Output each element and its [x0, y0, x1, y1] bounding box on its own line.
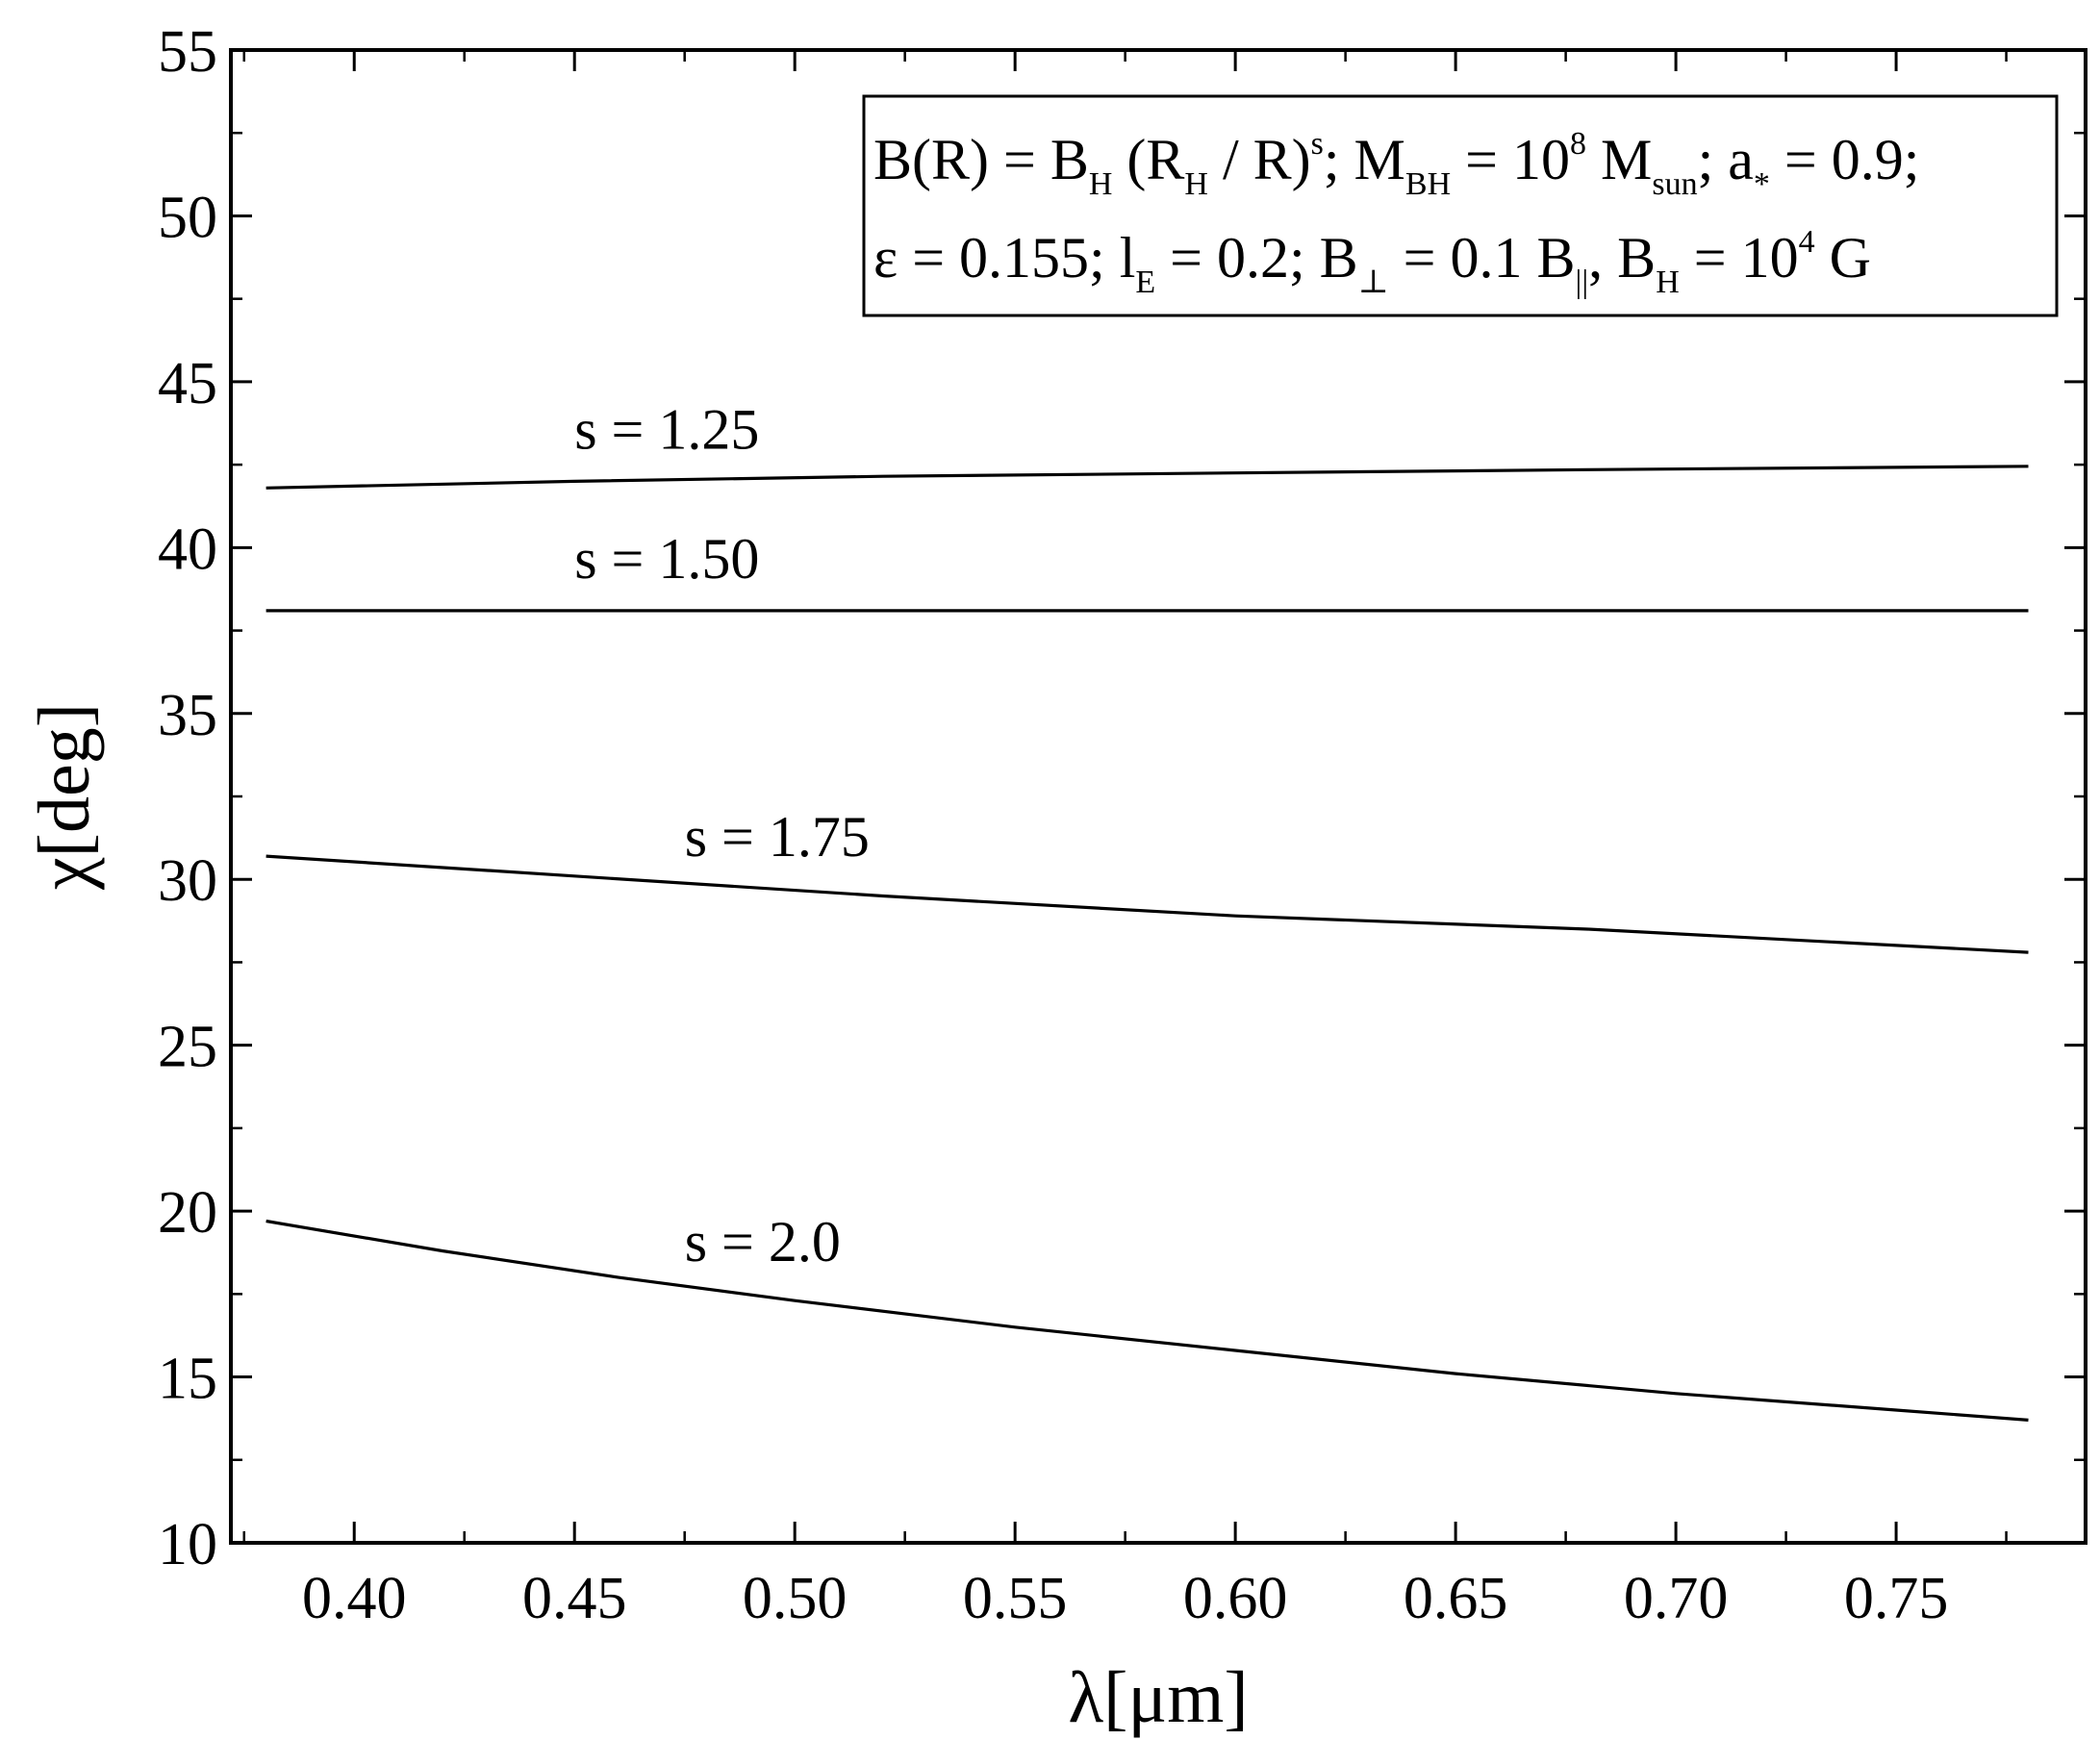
series-labels: s = 1.25 s = 1.50 s = 1.75 s = 2.0 — [574, 397, 870, 1273]
x-tick-label: 0.45 — [522, 1566, 627, 1631]
series-line-1 — [266, 465, 2029, 490]
legend-box: B(R) = BH (RH / R)s; MBH = 108 Msun; a* … — [862, 94, 2059, 317]
series-label-2: s = 1.50 — [574, 527, 759, 591]
x-tick-label: 0.50 — [743, 1566, 848, 1631]
series-lines — [266, 465, 2029, 1422]
y-tick-label: 45 — [158, 351, 217, 416]
y-tick-label: 40 — [158, 517, 217, 582]
tick-labels: 0.40 0.45 0.50 0.55 0.60 0.65 0.70 0.75 10 15 20 25… — [158, 19, 1948, 1631]
y-tick-label: 20 — [158, 1180, 217, 1246]
y-axis-label: χ[deg] — [24, 703, 105, 891]
y-tick-label: 25 — [158, 1015, 217, 1080]
x-tick-label: 0.55 — [963, 1566, 1068, 1631]
series-line-4 — [266, 1219, 2029, 1422]
x-tick-label: 0.40 — [302, 1566, 407, 1631]
legend-line-2: ε = 0.155; lE = 0.2; B⊥ = 0.1 B||, BH = … — [873, 224, 1871, 300]
y-tick-label: 55 — [158, 19, 217, 85]
x-tick-label: 0.75 — [1844, 1566, 1949, 1631]
y-tick-label: 50 — [158, 185, 217, 250]
y-tick-label: 30 — [158, 848, 217, 914]
series-label-3: s = 1.75 — [685, 805, 870, 869]
x-tick-label: 0.60 — [1183, 1566, 1288, 1631]
legend-frame — [862, 94, 2059, 317]
x-axis-label: λ[μm] — [1068, 1657, 1248, 1738]
legend-line-1: B(R) = BH (RH / R)s; MBH = 108 Msun; a* … — [873, 126, 1919, 202]
series-line-3 — [266, 854, 2029, 954]
x-tick-label: 0.65 — [1404, 1566, 1508, 1631]
x-tick-label: 0.70 — [1624, 1566, 1729, 1631]
axis-ticks — [231, 48, 2086, 1545]
series-label-4: s = 2.0 — [685, 1210, 841, 1273]
y-tick-label: 15 — [158, 1347, 217, 1412]
y-tick-label: 10 — [158, 1512, 217, 1577]
y-tick-label: 35 — [158, 683, 217, 748]
series-label-1: s = 1.25 — [574, 397, 759, 461]
